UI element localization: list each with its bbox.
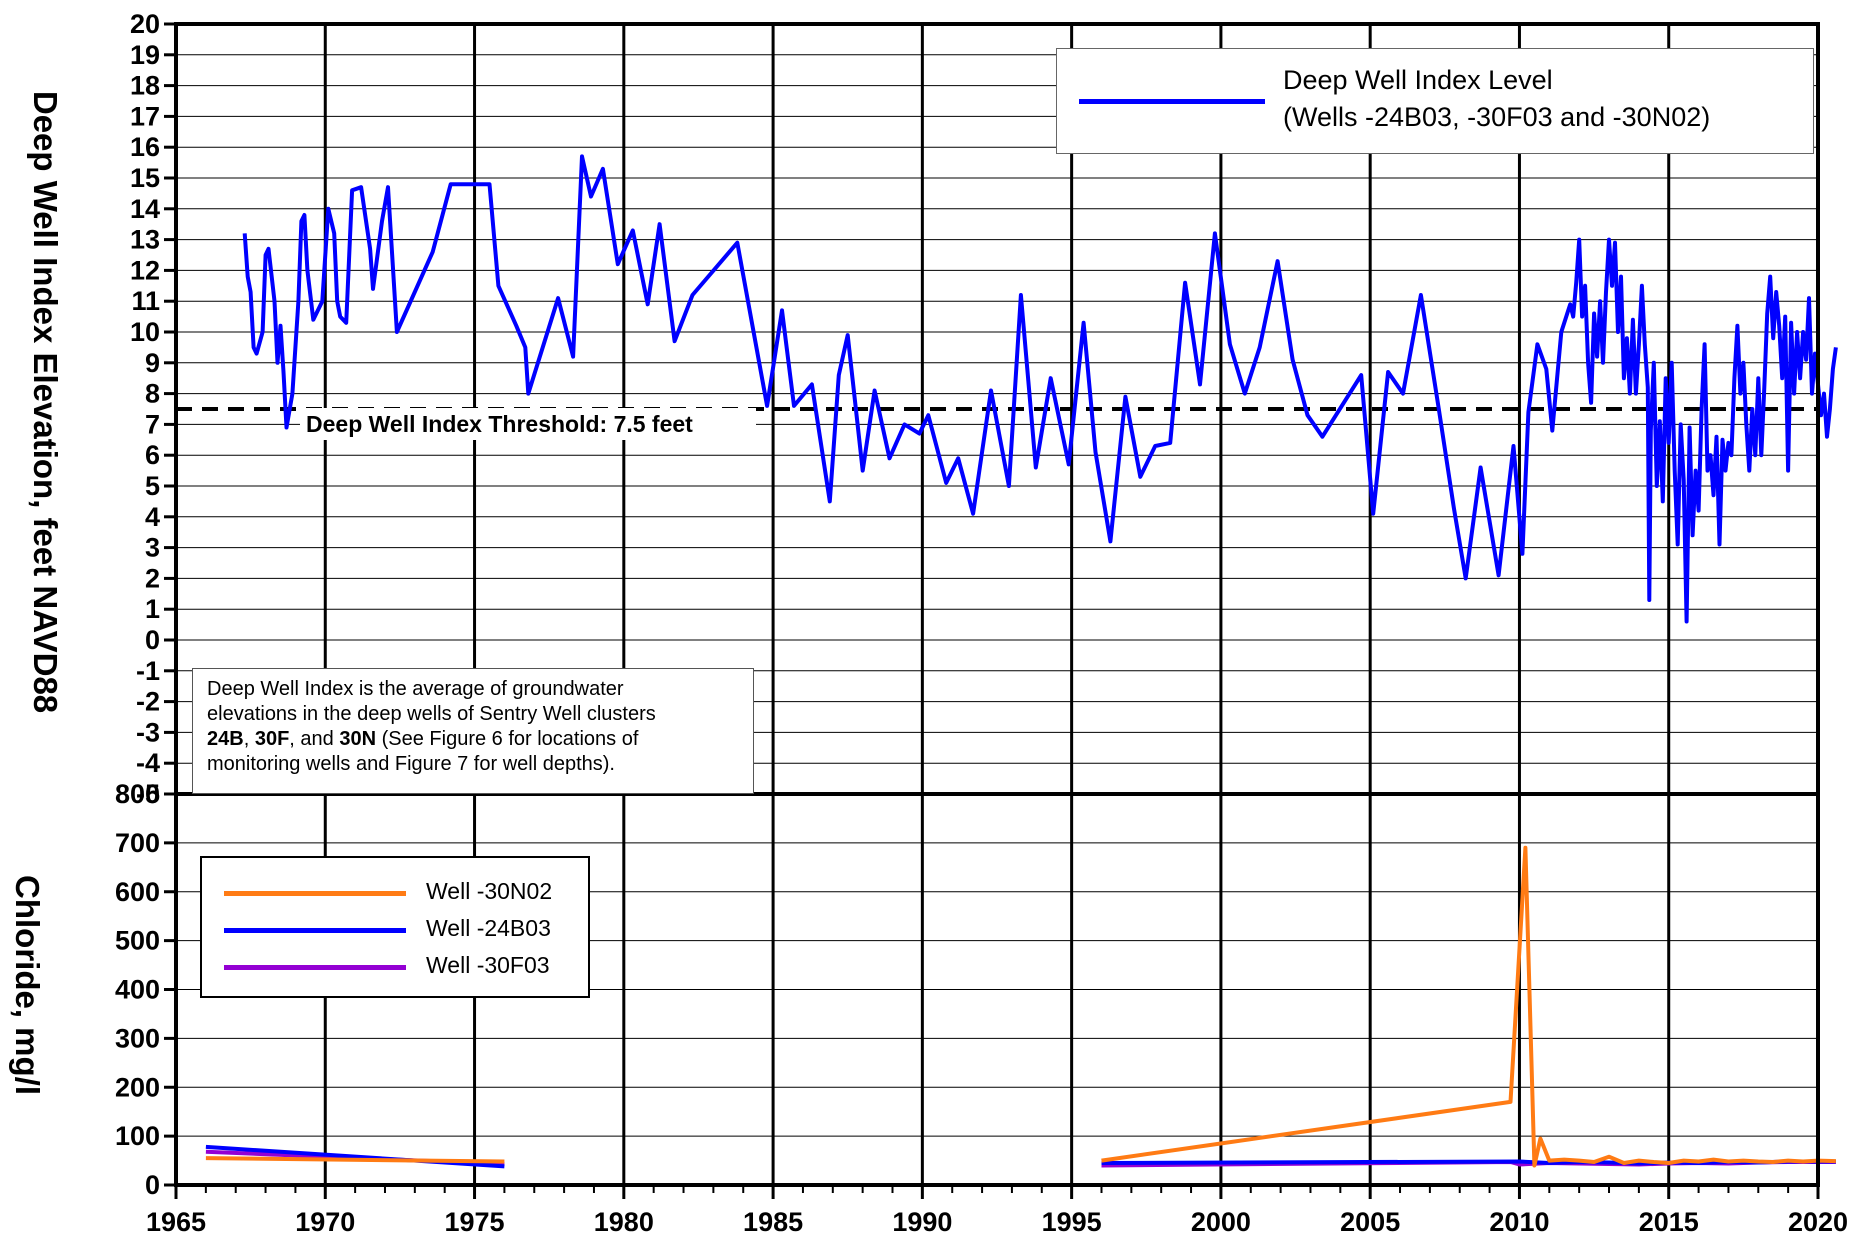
top-y-tick-label: 11 [131,286,160,316]
top-y-tick-label: 6 [145,440,160,470]
note-bold-24b: 24B [207,728,244,750]
series-line-deep-well-index [242,154,1838,624]
top-y-tick-label: 16 [130,132,160,162]
top-y-tick-label: 1 [145,594,160,624]
legend-row-30n02: Well -30N02 [224,878,584,908]
top-y-tick-label: 4 [145,502,160,532]
bottom-panel-series [205,845,1836,1169]
x-tick-label: 2000 [1191,1207,1251,1237]
top-y-tick-label: 18 [130,71,160,101]
note-line-3: 24B, 30F, and 30N (See Figure 6 for loca… [207,727,739,752]
x-tick-label: 1985 [743,1207,803,1237]
top-y-tick-label: 13 [130,225,160,255]
note-sep-2: , and [289,728,340,750]
legend-label-30n02: Well -30N02 [426,878,553,904]
x-tick-label: 2015 [1639,1207,1699,1237]
top-y-tick-label: 9 [145,348,160,378]
note-line-1: Deep Well Index is the average of ground… [207,678,624,700]
series-line-well24b03 [205,1144,505,1169]
top-y-axis-label: Deep Well Index Elevation, feet NAVD88 [27,91,64,713]
top-y-tick-label: 3 [145,533,160,563]
series-line-well30n02 [1101,845,1836,1168]
top-y-tick-label: 0 [145,625,160,655]
top-y-tick-label: -1 [136,656,160,686]
top-y-tick-label: 20 [130,9,160,39]
threshold-label: Deep Well Index Threshold: 7.5 feet [306,411,693,437]
note-sep-1: , [243,728,255,750]
x-tick-label: 2020 [1788,1207,1848,1237]
legend-row-24b03: Well -24B03 [224,915,584,945]
top-panel-series [242,154,1838,624]
legend-label-wells: (Wells -24B03, -30F03 and -30N02) [1283,102,1711,132]
top-y-tick-label: -4 [136,748,160,778]
series-line-well30n02 [205,1156,505,1164]
top-y-tick-label: -5 [136,779,160,809]
legend-row-30f03: Well -30F03 [224,952,584,982]
note-rest-3: (See Figure 6 for locations of [376,728,639,750]
x-tick-label: 1965 [146,1207,206,1237]
bottom-legend: Well -30N02 Well -24B03 Well -30F03 [200,856,590,998]
x-tick-label: 1990 [892,1207,952,1237]
x-tick-label: 1975 [445,1207,505,1237]
top-y-tick-label: 15 [130,163,160,193]
legend-label-24b03: Well -24B03 [426,915,551,941]
bottom-y-axis-label: Chloride, mg/l [9,875,46,1095]
axis-ticks: -5-4-3-2-1012345678910111213141516171819… [115,9,1848,1237]
top-y-tick-label: 19 [130,40,160,70]
note-line-2: elevations in the deep wells of Sentry W… [207,703,656,725]
note-bold-30n: 30N [339,728,377,750]
x-tick-label: 1980 [594,1207,654,1237]
legend-swatch-24b03 [224,928,406,933]
bottom-y-tick-label: 500 [115,926,160,956]
threshold-line [176,407,1818,440]
top-y-tick-label: -3 [136,717,160,747]
top-y-tick-label: -2 [136,687,160,717]
x-tick-label: 2010 [1489,1207,1549,1237]
legend-label-deep-well-index: Deep Well Index Level [1283,65,1553,95]
legend-swatch-30n02 [224,891,406,896]
bottom-y-tick-label: 100 [115,1121,160,1151]
top-legend: Deep Well Index Level (Wells -24B03, -30… [1056,48,1814,154]
top-y-tick-label: 14 [130,194,160,224]
x-tick-label: 1970 [295,1207,355,1237]
top-y-tick-label: 7 [145,409,160,439]
x-tick-label: 2005 [1340,1207,1400,1237]
x-tick-label: 1995 [1042,1207,1102,1237]
top-y-tick-label: 17 [130,101,160,131]
top-y-tick-label: 8 [145,379,160,409]
top-y-tick-label: 5 [145,471,160,501]
panel-frames [174,22,1820,1187]
top-y-tick-label: 2 [145,563,160,593]
top-y-tick-label: 12 [130,255,160,285]
bottom-y-tick-label: 800 [115,779,160,809]
threshold-label-background [300,408,756,440]
bottom-y-tick-label: 300 [115,1023,160,1053]
top-y-tick-label: 10 [130,317,160,347]
bottom-y-tick-label: 700 [115,828,160,858]
bottom-y-tick-label: 600 [115,877,160,907]
bottom-y-tick-label: 200 [115,1072,160,1102]
legend-swatch-deep-well-index [1079,99,1265,104]
legend-label-30f03: Well -30F03 [426,952,550,978]
bottom-y-tick-label: 400 [115,975,160,1005]
note-box: Deep Well Index is the average of ground… [192,668,754,794]
note-line-4: monitoring wells and Figure 7 for well d… [207,753,615,775]
legend-swatch-30f03 [224,965,406,970]
bottom-y-tick-label: 0 [145,1170,160,1200]
note-bold-30f: 30F [254,728,290,750]
